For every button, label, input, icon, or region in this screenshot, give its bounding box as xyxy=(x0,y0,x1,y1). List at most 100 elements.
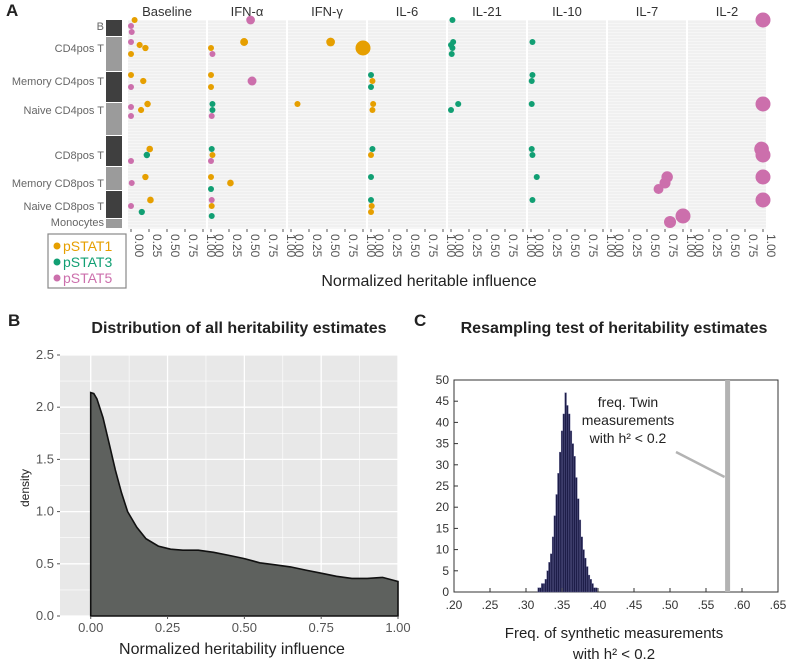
data-point-pstat1 xyxy=(137,106,145,114)
data-point-pstat1 xyxy=(208,174,214,180)
x-tick-label: 0.00 xyxy=(372,234,386,258)
x-tick-label: 1.00 xyxy=(684,234,698,258)
data-point-pstat3 xyxy=(529,196,536,204)
data-point-pstat1 xyxy=(227,179,234,187)
panel-b-x-axis-label: Normalized heritability influence xyxy=(119,641,345,658)
data-point-pstat1 xyxy=(209,151,216,159)
data-point-pstat1 xyxy=(368,152,374,158)
x-tick-label: 0.50 xyxy=(568,234,582,258)
data-point-pstat5 xyxy=(209,50,216,58)
data-point-pstat5 xyxy=(755,169,771,185)
panel-c-x-tick-label: .30 xyxy=(518,598,535,612)
panel-c-y-tick-label: 20 xyxy=(436,500,450,514)
facet-label-baseline: Baseline xyxy=(142,4,192,19)
x-tick-label: 0.75 xyxy=(746,234,760,258)
histogram-bar xyxy=(551,536,555,593)
histogram-bar xyxy=(591,583,594,593)
facet-label-il-2: IL-2 xyxy=(716,4,738,19)
x-tick-label: 0.25 xyxy=(150,234,164,258)
cell-type-label-cd4pos-t: CD4pos T xyxy=(55,43,105,55)
data-point-pstat3 xyxy=(208,145,215,153)
histogram-bar xyxy=(573,456,576,593)
panel-b-title: Distribution of all heritability estimat… xyxy=(91,320,386,337)
x-tick-label: 0.25 xyxy=(230,234,244,258)
cell-type-band xyxy=(106,103,122,135)
legend-marker-pstat5 xyxy=(53,274,61,282)
data-point-pstat1 xyxy=(368,202,375,210)
x-tick-label: 0.50 xyxy=(168,234,182,258)
data-point-pstat3 xyxy=(209,106,216,114)
x-tick-label: 0.75 xyxy=(586,234,600,258)
panel-c-y-tick-label: 40 xyxy=(436,415,450,429)
cell-type-label-naive-cd8pos-t: Naive CD8pos T xyxy=(24,201,105,213)
facet-label-ifn: IFN-γ xyxy=(311,4,343,19)
panel-a-x-axis-label: Normalized heritable influence xyxy=(321,273,536,290)
panel-c-y-tick-label: 0 xyxy=(442,585,449,599)
panel-b-y-tick-label: 0.5 xyxy=(36,556,54,571)
panel-c-y-tick-label: 25 xyxy=(436,479,450,493)
cell-type-band xyxy=(106,167,122,190)
data-point-pstat3 xyxy=(368,174,374,180)
data-point-pstat1 xyxy=(140,77,147,85)
histogram-bar xyxy=(569,430,573,593)
data-point-pstat5 xyxy=(664,215,677,229)
histogram-bar xyxy=(539,587,542,593)
cell-type-label-monocytes: Monocytes xyxy=(51,217,105,229)
data-point-pstat5 xyxy=(755,147,771,163)
panel-c-letter: C xyxy=(414,311,426,330)
facet-label-il-21: IL-21 xyxy=(472,4,502,19)
x-tick-label: 0.75 xyxy=(426,234,440,258)
data-point-pstat1 xyxy=(370,100,377,108)
data-point-pstat5 xyxy=(128,113,134,119)
panel-c-y-tick-label: 10 xyxy=(436,543,450,557)
histogram-bar xyxy=(537,587,540,593)
panel-c-y-tick-label: 45 xyxy=(436,394,450,408)
data-point-pstat3 xyxy=(369,145,376,153)
x-tick-label: 0.75 xyxy=(266,234,280,258)
facet-label-il-10: IL-10 xyxy=(552,4,582,19)
histogram-bar xyxy=(593,587,596,593)
data-point-pstat1 xyxy=(240,38,249,46)
data-point-pstat3 xyxy=(448,42,454,48)
x-tick-label: 0.75 xyxy=(346,234,360,258)
data-point-pstat5 xyxy=(128,39,134,45)
x-tick-label: 0.25 xyxy=(390,234,404,258)
data-point-pstat3 xyxy=(448,50,455,58)
data-point-pstat1 xyxy=(369,77,376,85)
data-point-pstat3 xyxy=(368,197,374,203)
data-point-pstat3 xyxy=(455,100,462,108)
x-tick-label: 0.75 xyxy=(186,234,200,258)
data-point-pstat1 xyxy=(142,44,149,52)
panel-c-x-tick-label: .25 xyxy=(482,598,499,612)
panel-b-x-tick-label: 1.00 xyxy=(385,620,410,635)
data-point-pstat3 xyxy=(528,77,535,85)
x-tick-label: 0.25 xyxy=(470,234,484,258)
panel-c-x-tick-label: .65 xyxy=(770,598,787,612)
histogram-bar xyxy=(587,574,591,593)
histogram-bar xyxy=(584,557,587,593)
data-point-pstat3 xyxy=(143,151,151,159)
data-point-pstat5 xyxy=(675,208,691,224)
panel-c-x-tick-label: .20 xyxy=(446,598,463,612)
histogram-bar xyxy=(550,553,553,593)
histogram-bar xyxy=(555,494,558,593)
histogram-bar xyxy=(578,519,582,593)
panel-b: B Distribution of all heritability estim… xyxy=(8,311,411,658)
x-tick-label: 1.00 xyxy=(764,234,778,258)
histogram-bar xyxy=(557,473,560,593)
data-point-pstat1 xyxy=(147,196,154,204)
data-point-pstat3 xyxy=(138,208,145,216)
reference-line-twin xyxy=(725,380,731,592)
panel-b-x-tick-label: 0.25 xyxy=(155,620,180,635)
panel-c-x-tick-label: .40 xyxy=(590,598,607,612)
legend-box xyxy=(47,233,127,289)
panel-b-y-axis-label: density xyxy=(18,469,32,507)
x-tick-label: 0.25 xyxy=(550,234,564,258)
histogram-bar xyxy=(560,430,564,593)
histogram-bar xyxy=(571,443,574,593)
panel-a-letter: A xyxy=(6,1,18,20)
cell-type-band xyxy=(106,72,122,102)
cell-type-label-memory-cd8pos-t: Memory CD8pos T xyxy=(12,178,104,190)
legend-label-pstat5: pSTAT5 xyxy=(63,270,112,286)
